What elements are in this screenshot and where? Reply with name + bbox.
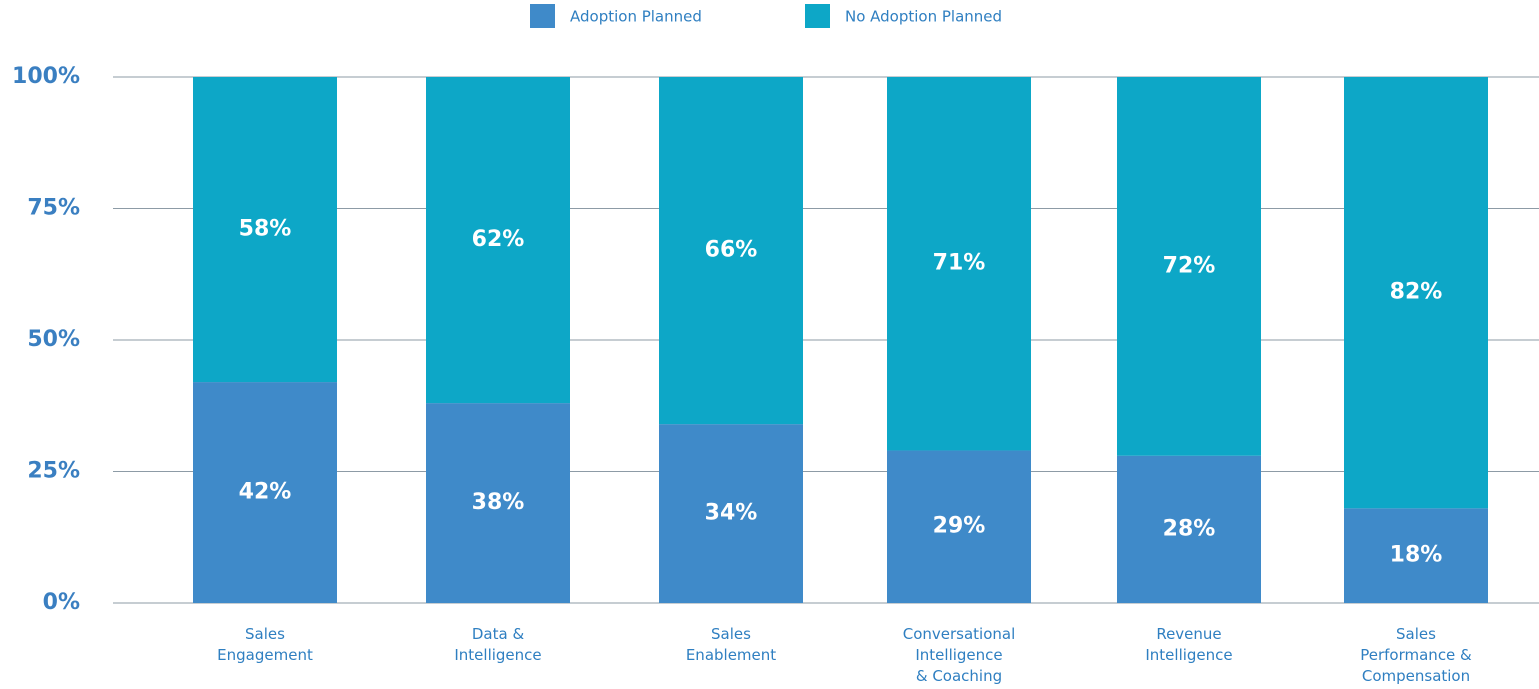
x-tick-label-line: Sales: [245, 625, 285, 643]
data-label: 72%: [1163, 253, 1216, 278]
bar-segment: [1117, 455, 1261, 603]
data-label: 28%: [1163, 516, 1216, 541]
bar-segment: [659, 424, 803, 603]
x-tick-label: Conversational Intelligence & Coaching: [903, 625, 1016, 685]
x-tick-label-line: Intelligence: [915, 646, 1002, 664]
data-label: 82%: [1390, 280, 1443, 305]
data-label: 34%: [705, 501, 758, 526]
bar-segment: [659, 77, 803, 425]
x-tick-label-line: Performance &: [1360, 646, 1472, 664]
bar-segment: [1344, 77, 1488, 509]
legend-label: No Adoption Planned: [845, 8, 1002, 26]
bar-segment: [426, 403, 570, 603]
data-label: 42%: [239, 480, 292, 505]
bar-segment: [193, 382, 337, 603]
bar-segment: [887, 77, 1031, 451]
bar-segment: [887, 450, 1031, 603]
legend-swatch: [805, 4, 830, 28]
x-tick-label-line: Engagement: [217, 646, 313, 664]
x-tick-label: Data & Intelligence: [454, 625, 541, 664]
x-tick-label-line: Sales: [1396, 625, 1436, 643]
data-label: 66%: [705, 238, 758, 263]
legend-swatch: [530, 4, 555, 28]
x-tick-label-line: & Coaching: [916, 667, 1002, 685]
data-label: 18%: [1390, 543, 1443, 568]
data-label: 29%: [933, 514, 986, 539]
legend-label: Adoption Planned: [570, 8, 702, 26]
data-label: 38%: [472, 490, 525, 515]
y-tick-label: 100%: [12, 64, 80, 89]
y-tick-label: 0%: [43, 590, 80, 615]
bar-segment: [1344, 508, 1488, 603]
y-tick-label: 75%: [27, 196, 80, 221]
bar-segment: [193, 77, 337, 383]
bar-segment: [1117, 77, 1261, 456]
x-tick-label: Sales Performance & Compensation: [1360, 625, 1472, 685]
x-tick-label-line: Sales: [711, 625, 751, 643]
x-tick-label: Sales Engagement: [217, 625, 313, 664]
bar-segment: [426, 77, 570, 404]
x-tick-label-line: Revenue: [1156, 625, 1221, 643]
x-tick-label-line: Enablement: [686, 646, 776, 664]
y-tick-label: 50%: [27, 327, 80, 352]
x-tick-label-line: Conversational: [903, 625, 1016, 643]
data-label: 58%: [239, 217, 292, 242]
data-label: 62%: [472, 227, 525, 252]
x-tick-label-line: Intelligence: [454, 646, 541, 664]
x-tick-label-line: Data &: [472, 625, 525, 643]
data-label: 71%: [933, 251, 986, 276]
y-tick-label: 25%: [27, 459, 80, 484]
x-tick-label: Sales Enablement: [686, 625, 776, 664]
x-tick-label-line: Intelligence: [1145, 646, 1232, 664]
x-tick-label: Revenue Intelligence: [1145, 625, 1232, 664]
x-tick-label-line: Compensation: [1362, 667, 1470, 685]
